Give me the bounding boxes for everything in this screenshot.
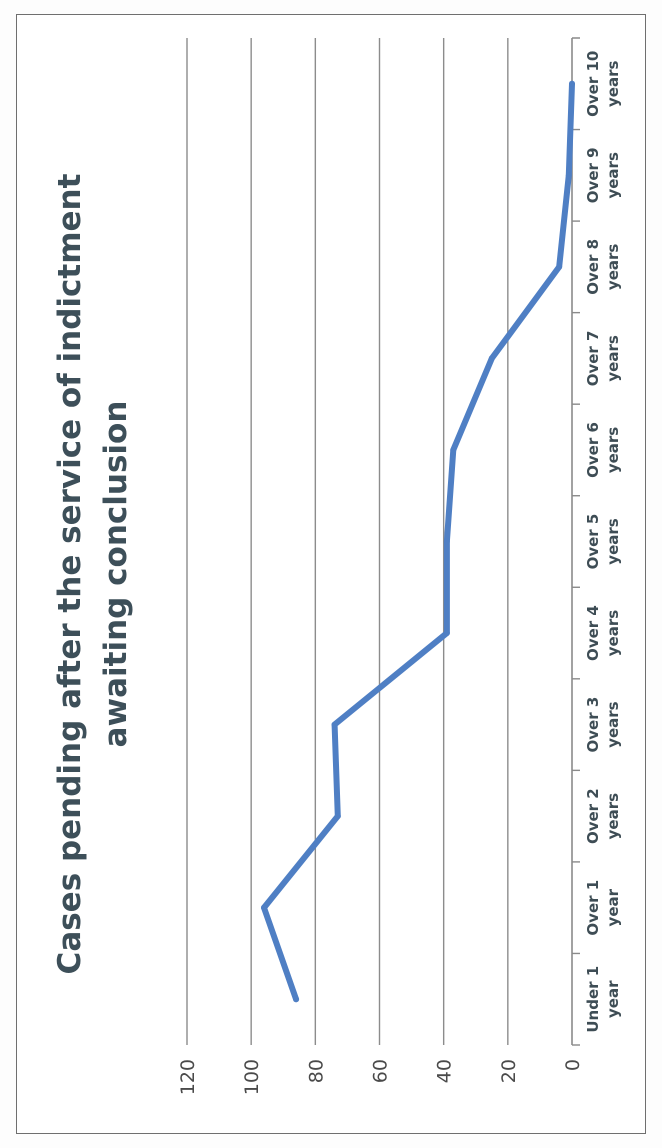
y-tick-labels: 0 20 40 60 80 100 120 bbox=[177, 1059, 584, 1095]
y-tick-label: 20 bbox=[498, 1059, 520, 1083]
x-tick-label: Over 6 years bbox=[584, 422, 622, 478]
axes bbox=[571, 37, 580, 1046]
x-tick-label: Over 7 years bbox=[584, 331, 622, 387]
gridlines bbox=[186, 38, 509, 1045]
y-tick-label: 80 bbox=[305, 1059, 327, 1083]
x-tick-label: Over 5 years bbox=[584, 514, 622, 570]
x-tick-label: Over 10 years bbox=[584, 51, 622, 117]
data-point bbox=[450, 446, 457, 453]
x-tick-label: Over 3 years bbox=[584, 697, 622, 753]
data-point bbox=[331, 721, 338, 728]
x-tick-label: Over 1 year bbox=[584, 880, 622, 936]
data-point bbox=[488, 355, 495, 362]
data-point bbox=[293, 996, 300, 1003]
plot-area: 0 20 40 60 80 100 120 Under 1 year Over 1 year Ove… bbox=[177, 37, 622, 1095]
data-point bbox=[565, 172, 572, 179]
series-line bbox=[261, 80, 575, 1003]
y-tick-label: 40 bbox=[434, 1059, 456, 1083]
data-point bbox=[569, 80, 575, 87]
y-tick-label: 100 bbox=[241, 1059, 263, 1095]
line-chart: Cases pending after the service of indic… bbox=[16, 14, 646, 1134]
data-point bbox=[443, 630, 450, 637]
series-layer bbox=[261, 80, 575, 1003]
data-point bbox=[556, 263, 563, 270]
x-tick-label: Over 9 years bbox=[584, 147, 622, 203]
y-tick-label: 120 bbox=[177, 1059, 199, 1095]
x-tick-label: Under 1 year bbox=[584, 966, 622, 1033]
data-point bbox=[443, 538, 450, 545]
data-point bbox=[261, 904, 267, 911]
x-tick-label: Over 8 years bbox=[584, 239, 622, 295]
x-tick-label: Over 2 years bbox=[584, 788, 622, 844]
y-tick-label: 0 bbox=[562, 1059, 584, 1071]
x-tick-label: Over 4 years bbox=[584, 605, 622, 661]
x-tick-labels: Under 1 year Over 1 year Over 2 years Over 3 ye… bbox=[584, 51, 622, 1033]
y-tick-label: 60 bbox=[370, 1059, 392, 1083]
data-point bbox=[334, 813, 341, 820]
